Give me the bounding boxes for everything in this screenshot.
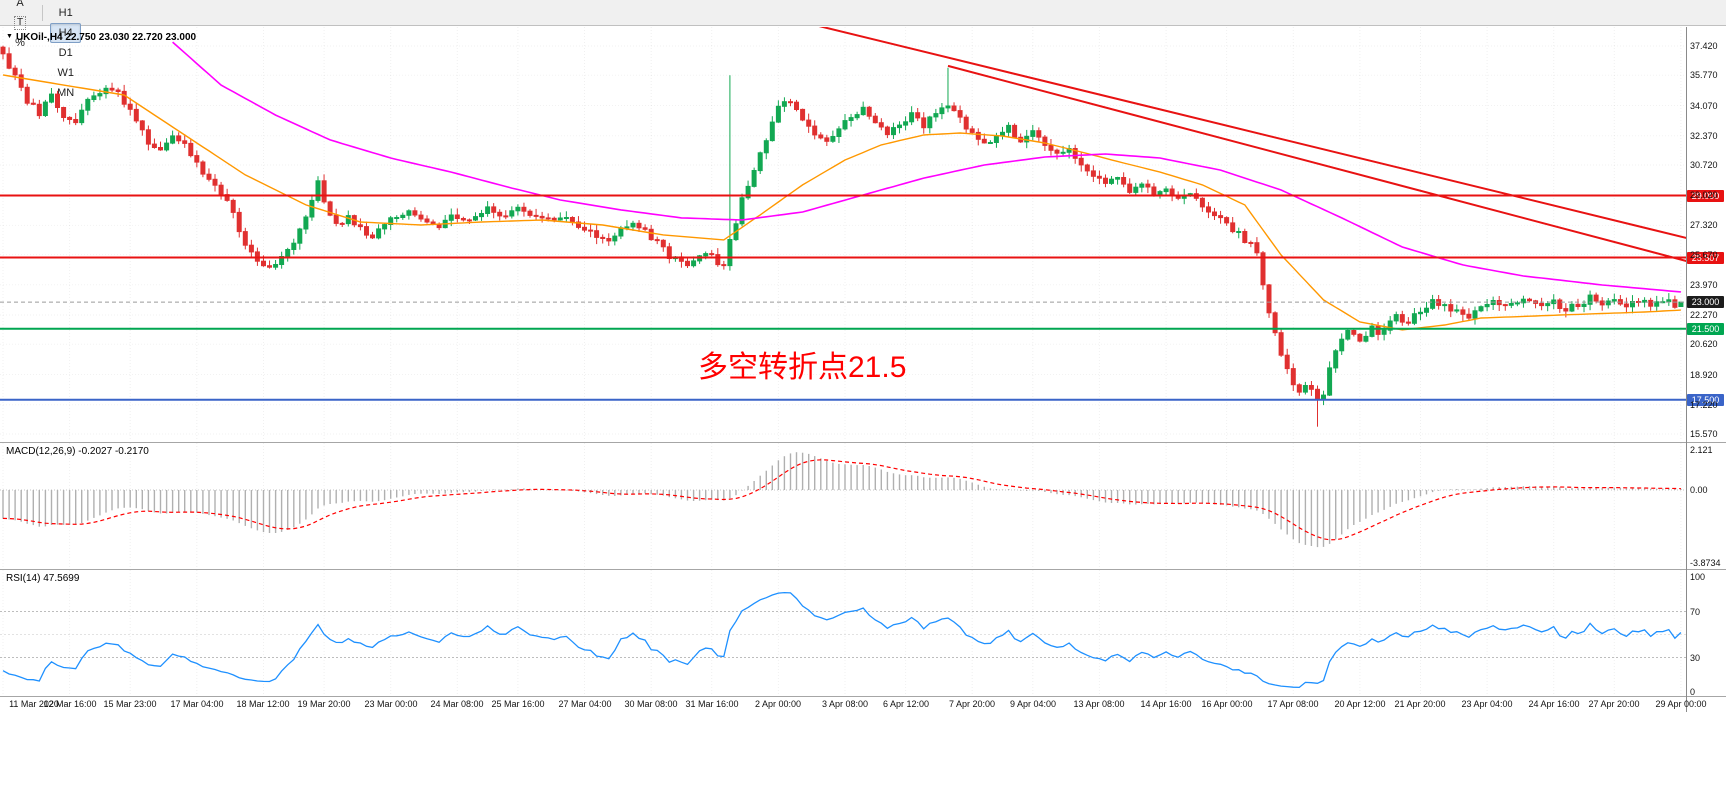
current-price-badge: 23.000 xyxy=(1687,296,1724,309)
price-axis-tick: 25.670 xyxy=(1690,249,1718,260)
macd-axis-tick: 0.00 xyxy=(1690,485,1708,495)
drawing-tool-group: ➤AT% xyxy=(4,0,36,53)
time-axis-tick: 29 Apr 00:00 xyxy=(1655,699,1707,709)
timeframe-button-MN[interactable]: MN xyxy=(57,86,75,99)
price-axis-tick: 29.020 xyxy=(1690,190,1718,201)
time-axis-tick: 19 Mar 20:00 xyxy=(297,699,351,709)
timeframe-button-H1[interactable]: H1 xyxy=(58,6,73,19)
macd-histogram xyxy=(2,452,1682,548)
time-axis-tick: 18 Mar 12:00 xyxy=(236,699,290,709)
candles xyxy=(0,45,1684,427)
trendline xyxy=(947,64,1686,262)
price-axis-tick: 30.720 xyxy=(1690,160,1718,170)
time-axis-tick: 7 Apr 20:00 xyxy=(948,699,996,709)
time-axis-tick: 14 Apr 16:00 xyxy=(1140,699,1192,709)
time-axis-tick: 31 Mar 16:00 xyxy=(685,699,739,709)
price-level-badge: 25.507 xyxy=(1687,251,1724,264)
timeframe-button-H4[interactable]: H4 xyxy=(50,22,82,43)
macd-axis-tick: 2.121 xyxy=(1690,445,1713,455)
time-axis-tick: 27 Apr 20:00 xyxy=(1588,699,1640,709)
time-axis-tick: 12 Mar 16:00 xyxy=(43,699,97,709)
time-axis-tick: 25 Mar 16:00 xyxy=(491,699,545,709)
trendline xyxy=(818,27,1686,239)
price-axis-tick: 23.970 xyxy=(1690,279,1718,290)
price-axis-tick: 27.320 xyxy=(1690,220,1718,231)
time-axis-tick: 2 Apr 00:00 xyxy=(754,699,802,709)
timeframe-button-D1[interactable]: D1 xyxy=(58,46,73,59)
time-axis-tick: 15 Mar 23:00 xyxy=(103,699,157,709)
rsi-axis-tick: 100 xyxy=(1690,572,1706,582)
price-level-badge: 17.500 xyxy=(1687,393,1724,406)
annotate-a-tool-button[interactable]: A xyxy=(5,0,35,13)
price-axis-tick: 35.770 xyxy=(1690,70,1718,81)
rsi-axis-tick: 0 xyxy=(1690,687,1696,697)
toolbar-separator xyxy=(42,4,43,21)
time-axis-tick: 13 Apr 08:00 xyxy=(1073,699,1125,709)
annotate-a-tool-icon: A xyxy=(16,0,24,9)
timeframe-group: M1M5M15M30H1H4D1W1MN xyxy=(49,0,82,103)
percent-tool-button[interactable]: % xyxy=(5,33,35,53)
time-axis-tick: 23 Mar 00:00 xyxy=(364,699,418,709)
timeframe-button-W1[interactable]: W1 xyxy=(57,66,74,79)
percent-tool-icon: % xyxy=(15,36,25,49)
price-level-badge: 29.000 xyxy=(1687,189,1724,202)
rsi-line xyxy=(2,591,1682,689)
time-axis-tick: 3 Apr 08:00 xyxy=(821,699,869,709)
rsi-axis-tick: 70 xyxy=(1690,606,1701,617)
price-axis-tick: 32.370 xyxy=(1690,130,1718,141)
rsi-axis-tick: 30 xyxy=(1690,652,1701,663)
time-axis-tick: 21 Apr 20:00 xyxy=(1394,699,1446,709)
price-axis-tick: 15.570 xyxy=(1690,429,1718,439)
time-axis-tick: 11 Mar 2020 xyxy=(9,699,59,709)
price-axis-tick: 18.920 xyxy=(1690,369,1718,380)
macd-axis-tick: -3.8734 xyxy=(1690,558,1721,568)
price-axis-tick: 22.270 xyxy=(1690,310,1718,320)
time-axis-tick: 24 Apr 16:00 xyxy=(1528,699,1580,709)
time-axis-tick: 16 Apr 00:00 xyxy=(1201,699,1253,709)
time-axis-tick: 24 Mar 08:00 xyxy=(430,699,484,709)
time-axis-tick: 17 Apr 08:00 xyxy=(1267,699,1319,709)
price-axis-tick: 34.070 xyxy=(1690,100,1718,111)
toolbar: ➤AT% M1M5M15M30H1H4D1W1MN xyxy=(0,0,1726,99)
time-axis-tick: 23 Apr 04:00 xyxy=(1461,699,1513,709)
text-tool-button[interactable]: T xyxy=(5,13,35,33)
time-axis-tick: 20 Apr 12:00 xyxy=(1334,699,1386,709)
time-axis-tick: 17 Mar 04:00 xyxy=(170,699,224,709)
text-tool-icon: T xyxy=(13,15,27,30)
macd-signal-line xyxy=(2,459,1681,541)
time-axis-tick: 30 Mar 08:00 xyxy=(624,699,678,709)
price-axis-tick: 20.620 xyxy=(1690,339,1718,350)
time-axis-tick: 6 Apr 12:00 xyxy=(882,699,930,709)
price-axis-tick: 17.220 xyxy=(1690,399,1718,410)
time-axis-tick: 27 Mar 04:00 xyxy=(558,699,612,709)
price-level-badge: 21.500 xyxy=(1687,322,1724,335)
price-axis-tick: 37.420 xyxy=(1690,41,1718,51)
time-axis-tick: 9 Apr 04:00 xyxy=(1009,699,1057,709)
